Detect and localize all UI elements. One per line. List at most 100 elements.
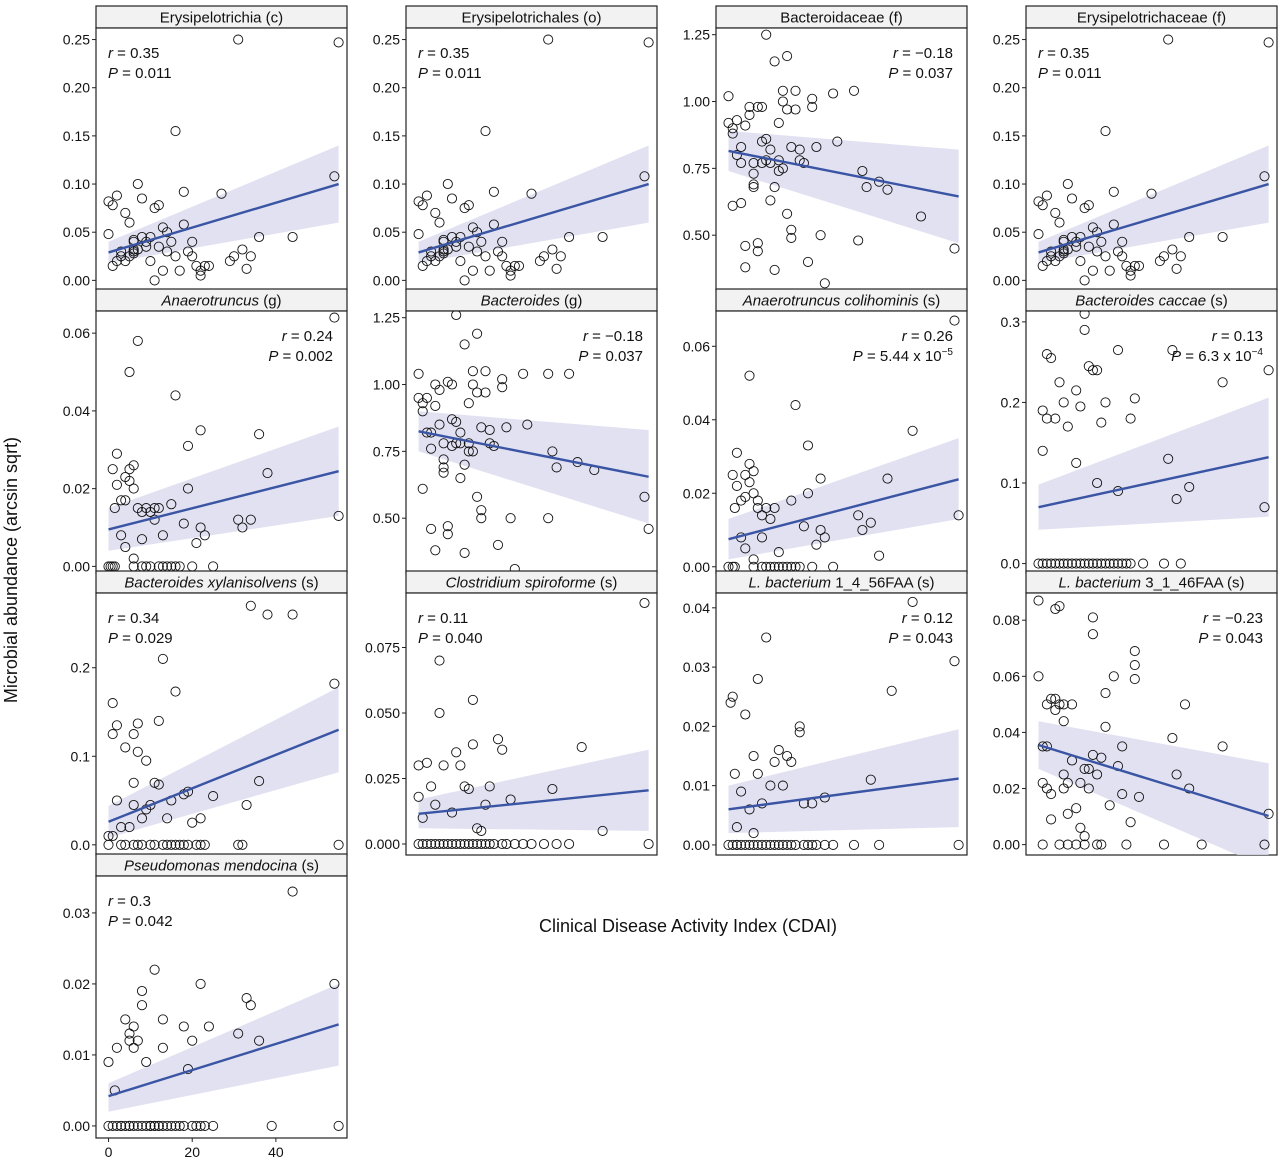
- stat-value: = 0.042: [118, 913, 173, 930]
- data-point: [538, 838, 550, 850]
- correlation-r: r = 0.34: [108, 610, 159, 627]
- regression-line: [1038, 456, 1269, 509]
- data-point: [136, 985, 148, 997]
- facet-title: Pseudomonas mendocina (s): [124, 858, 319, 875]
- data-point: [1100, 721, 1111, 732]
- plot-layer: [413, 34, 654, 286]
- data-point: [1037, 445, 1048, 456]
- data-point: [807, 93, 818, 104]
- y-tick-label: 0.2: [71, 660, 91, 676]
- y-tick-label: 0.050: [365, 705, 400, 721]
- x-tick-label: 0: [105, 1144, 113, 1157]
- y-tick-label: 0.02: [993, 781, 1020, 797]
- correlation-r: r = −0.18: [893, 45, 953, 62]
- facet-title: L. bacterium 1_4_56FAA (s): [749, 575, 935, 592]
- data-point: [1117, 741, 1128, 752]
- facet-panel: Anaerotruncus colihominis (s) 0.00 0.02 0.0…: [683, 288, 968, 575]
- data-point: [1175, 558, 1186, 569]
- p-value: P = 0.002: [268, 348, 333, 365]
- data-point: [907, 425, 918, 436]
- data-point: [769, 839, 780, 850]
- data-point: [744, 804, 755, 815]
- correlation-r: r = 0.12: [902, 610, 953, 627]
- data-point: [786, 839, 797, 850]
- y-tick-label: 1.00: [373, 377, 400, 393]
- data-point: [794, 727, 805, 738]
- data-point: [467, 694, 478, 705]
- stat-value: = 6.3 x 10: [1181, 348, 1251, 365]
- data-point: [145, 839, 156, 850]
- data-point: [245, 1000, 256, 1011]
- data-point: [1071, 385, 1082, 396]
- data-point: [848, 85, 860, 96]
- data-point: [1112, 345, 1124, 356]
- data-point: [254, 1035, 265, 1046]
- y-tick-label: 0.05: [993, 224, 1020, 240]
- data-point: [727, 469, 738, 480]
- data-point: [476, 825, 487, 836]
- stat-exponent: −5: [942, 347, 954, 358]
- data-point: [195, 813, 206, 824]
- correlation-r: r = 0.35: [108, 45, 159, 62]
- data-point: [748, 554, 759, 565]
- y-tick-label: 0.20: [993, 80, 1020, 96]
- data-point: [480, 366, 491, 377]
- stat-symbol: r: [893, 45, 899, 62]
- y-tick-label: 0.04: [993, 724, 1020, 740]
- y-tick-label: 0.1: [1001, 475, 1021, 491]
- stat-symbol: P: [108, 630, 118, 647]
- data-point: [1079, 311, 1090, 319]
- data-point: [480, 799, 491, 810]
- facet-title-rank: (f): [1208, 10, 1226, 27]
- data-point: [455, 231, 466, 243]
- data-point: [777, 163, 788, 174]
- data-point: [731, 839, 742, 850]
- facet-title: Bacteroides (g): [481, 293, 583, 310]
- data-point: [430, 838, 441, 850]
- facet-title-name: Bacteroides: [481, 293, 561, 310]
- data-point: [107, 464, 118, 475]
- data-point: [162, 246, 173, 257]
- data-point: [865, 774, 876, 785]
- data-point: [463, 446, 474, 457]
- confidence-band: [418, 749, 649, 831]
- data-point: [484, 424, 495, 436]
- regression-line: [418, 430, 649, 478]
- data-point: [116, 246, 127, 257]
- data-point: [480, 838, 491, 850]
- y-tick-label: 0.25: [373, 32, 400, 48]
- data-point: [1104, 800, 1115, 811]
- data-point: [178, 839, 189, 850]
- data-point: [233, 34, 244, 45]
- data-point: [111, 190, 122, 201]
- data-point: [756, 101, 768, 112]
- data-point: [773, 117, 784, 128]
- data-point: [1133, 791, 1145, 802]
- data-point: [1075, 558, 1086, 569]
- facet-title-id: 3_1_46FAA: [1141, 575, 1224, 592]
- stat-symbol: r: [1038, 45, 1044, 62]
- data-point: [1087, 365, 1098, 376]
- y-tick-label: 0.00: [683, 837, 710, 853]
- data-point: [162, 813, 173, 824]
- data-point: [178, 186, 189, 197]
- plot-layer: [103, 886, 344, 1131]
- data-point: [1129, 674, 1140, 685]
- data-point: [199, 839, 210, 850]
- stat-symbol: r: [902, 610, 908, 627]
- data-point: [421, 392, 432, 403]
- stat-value: = 0.35: [113, 45, 159, 62]
- data-point: [848, 839, 860, 850]
- correlation-r: r = 0.13: [1212, 328, 1263, 345]
- data-point: [501, 422, 512, 433]
- data-point: [417, 483, 428, 494]
- data-point: [254, 776, 265, 787]
- data-point: [467, 379, 478, 390]
- data-point: [187, 251, 198, 262]
- data-point: [434, 217, 445, 228]
- stat-symbol: r: [1203, 610, 1209, 627]
- data-point: [882, 473, 893, 484]
- data-point: [1092, 365, 1103, 376]
- plot-layer: [1033, 34, 1274, 286]
- confidence-band: [108, 145, 339, 263]
